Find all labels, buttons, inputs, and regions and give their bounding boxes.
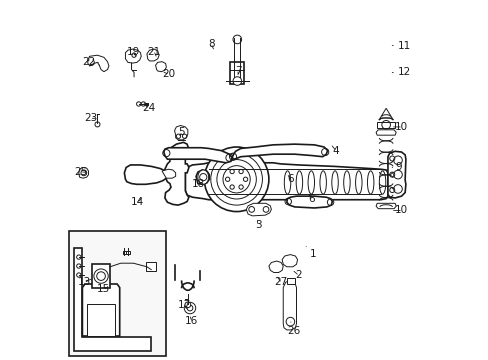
Bar [122, 251, 126, 254]
Bar [376, 122, 394, 128]
Circle shape [225, 177, 229, 181]
Text: 19: 19 [126, 46, 140, 57]
Polygon shape [155, 62, 166, 72]
Polygon shape [74, 248, 151, 351]
Polygon shape [164, 142, 188, 205]
Polygon shape [86, 304, 115, 336]
Text: 25: 25 [75, 167, 88, 177]
Ellipse shape [379, 171, 385, 194]
Polygon shape [185, 163, 387, 200]
Polygon shape [231, 144, 327, 159]
Text: 10: 10 [393, 122, 407, 132]
Circle shape [239, 169, 243, 174]
Bar [286, 278, 294, 284]
Polygon shape [82, 284, 120, 336]
Text: 11: 11 [391, 41, 410, 50]
Polygon shape [124, 165, 167, 184]
Text: 26: 26 [287, 322, 300, 336]
Bar [145, 262, 156, 271]
Text: 20: 20 [162, 69, 175, 79]
Text: 13: 13 [78, 277, 91, 287]
Circle shape [233, 77, 241, 85]
Text: 16: 16 [184, 316, 198, 325]
Text: 24: 24 [142, 103, 155, 113]
Circle shape [210, 153, 262, 205]
Polygon shape [375, 203, 395, 209]
Polygon shape [162, 169, 175, 178]
Text: 7: 7 [234, 66, 241, 76]
Circle shape [217, 159, 256, 199]
Circle shape [229, 185, 234, 189]
Bar [126, 251, 129, 254]
Polygon shape [246, 203, 271, 216]
Text: 6: 6 [308, 194, 315, 204]
Bar [230, 62, 244, 84]
Text: 3: 3 [254, 220, 261, 230]
Text: 17: 17 [177, 300, 190, 310]
Text: 15: 15 [97, 284, 110, 294]
Polygon shape [79, 167, 88, 178]
Circle shape [243, 177, 247, 181]
Polygon shape [163, 148, 231, 163]
Ellipse shape [307, 171, 314, 194]
Text: 9: 9 [391, 162, 401, 172]
Polygon shape [174, 126, 187, 140]
Text: 21: 21 [147, 46, 161, 57]
Text: 12: 12 [391, 67, 410, 77]
Polygon shape [387, 151, 405, 198]
Ellipse shape [319, 171, 325, 194]
Polygon shape [268, 261, 283, 273]
Text: 14: 14 [131, 197, 144, 207]
Text: 10: 10 [393, 206, 407, 216]
Ellipse shape [331, 171, 338, 194]
Polygon shape [92, 264, 110, 288]
Polygon shape [125, 49, 141, 63]
Ellipse shape [343, 171, 349, 194]
Ellipse shape [296, 171, 302, 194]
Ellipse shape [198, 170, 208, 184]
Text: 23: 23 [84, 113, 98, 123]
Text: 5: 5 [178, 127, 184, 137]
Text: 8: 8 [208, 40, 214, 49]
Text: 2: 2 [293, 270, 301, 280]
Polygon shape [282, 255, 297, 267]
Bar [69, 231, 165, 356]
Circle shape [239, 185, 243, 189]
Text: 18: 18 [192, 179, 205, 189]
Circle shape [223, 166, 250, 193]
Text: 6: 6 [286, 174, 293, 184]
Circle shape [184, 302, 195, 314]
Polygon shape [283, 280, 296, 330]
Circle shape [229, 169, 234, 174]
Ellipse shape [355, 171, 361, 194]
Ellipse shape [366, 171, 373, 194]
Circle shape [184, 302, 190, 308]
Polygon shape [196, 170, 209, 184]
Text: 4: 4 [331, 145, 339, 156]
Circle shape [204, 147, 268, 212]
Ellipse shape [284, 171, 290, 194]
Text: 22: 22 [81, 57, 98, 67]
Polygon shape [375, 130, 395, 135]
Polygon shape [286, 196, 332, 208]
Circle shape [233, 35, 241, 44]
Polygon shape [147, 49, 159, 61]
Text: 27: 27 [274, 277, 287, 287]
Polygon shape [378, 108, 392, 120]
Text: 1: 1 [305, 246, 316, 258]
